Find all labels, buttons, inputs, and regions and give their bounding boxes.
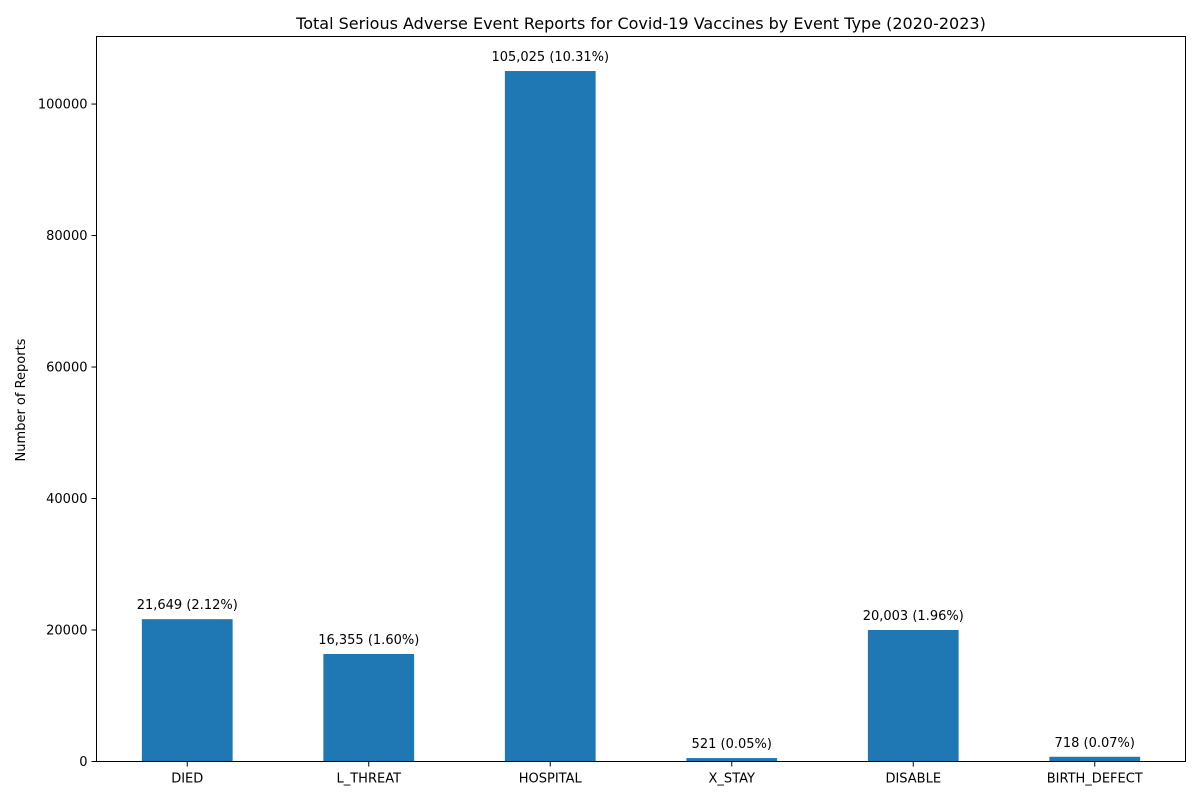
data-label: 105,025 (10.31%) [491, 50, 609, 65]
data-label: 718 (0.07%) [1055, 736, 1135, 751]
y-tick-label: 60000 [46, 361, 87, 376]
y-tick-label: 0 [79, 755, 87, 770]
bar-x-stay [686, 758, 778, 762]
bar-disable [867, 629, 959, 762]
x-tick-label: BIRTH_DEFECT [1047, 772, 1143, 787]
plot-area-frame [96, 36, 1186, 762]
bar-birth-defect [1049, 756, 1141, 762]
data-label: 16,355 (1.60%) [318, 633, 419, 648]
bar-l-threat [323, 653, 415, 762]
y-tick-label: 100000 [38, 98, 88, 113]
data-label: 21,649 (2.12%) [137, 598, 238, 613]
x-tick-label: DIED [171, 772, 203, 787]
y-tick-label: 20000 [46, 624, 87, 639]
y-axis-ticks: 0 20000 40000 60000 80000 100000 [38, 98, 97, 770]
bar-died [141, 619, 233, 762]
bars-group [141, 71, 1141, 762]
bar-hospital [504, 71, 596, 762]
y-tick-label: 80000 [46, 229, 87, 244]
data-label: 20,003 (1.96%) [863, 609, 964, 624]
chart-title: Total Serious Adverse Event Reports for … [295, 14, 986, 33]
data-label: 521 (0.05%) [692, 737, 772, 752]
x-tick-label: X_STAY [709, 772, 755, 787]
x-tick-label: HOSPITAL [519, 772, 583, 787]
x-tick-label: DISABLE [885, 772, 941, 787]
y-axis-label: Number of Reports [14, 338, 29, 461]
data-labels-group: 21,649 (2.12%) 16,355 (1.60%) 105,025 (10.… [137, 50, 1135, 752]
x-axis-ticks: DIED L_THREAT HOSPITAL X_STAY DISABLE BIRTH_D… [171, 761, 1143, 787]
x-tick-label: L_THREAT [336, 772, 401, 787]
y-tick-label: 40000 [46, 492, 87, 507]
